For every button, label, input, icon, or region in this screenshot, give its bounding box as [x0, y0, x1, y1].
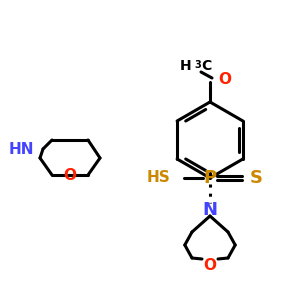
Text: C: C [201, 59, 211, 73]
Text: N: N [202, 201, 217, 219]
Text: P: P [203, 169, 217, 187]
Text: O: O [218, 73, 231, 88]
Text: HS: HS [146, 170, 170, 185]
Text: O: O [64, 167, 76, 182]
Text: 3: 3 [194, 60, 201, 70]
Text: O: O [203, 259, 217, 274]
Text: S: S [250, 169, 263, 187]
Text: HN: HN [8, 142, 34, 157]
Text: H: H [179, 59, 191, 73]
